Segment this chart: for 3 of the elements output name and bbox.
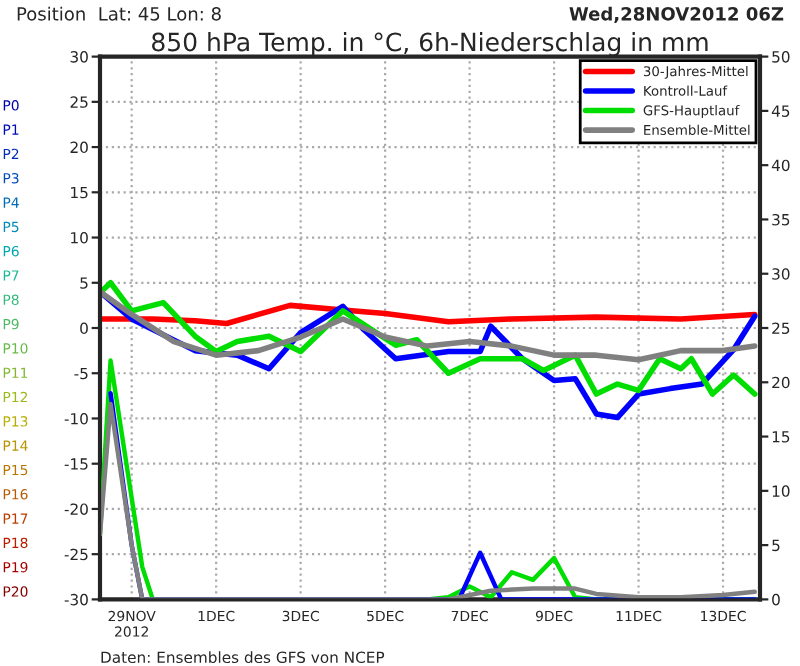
chart-title: 850 hPa Temp. in °C, 6h-Niederschlag in mm [152, 32, 708, 57]
text: Wed,28NOV2012 06Z [569, 6, 784, 23]
text: Position Lat: 45 Lon: 8 [17, 6, 221, 21]
